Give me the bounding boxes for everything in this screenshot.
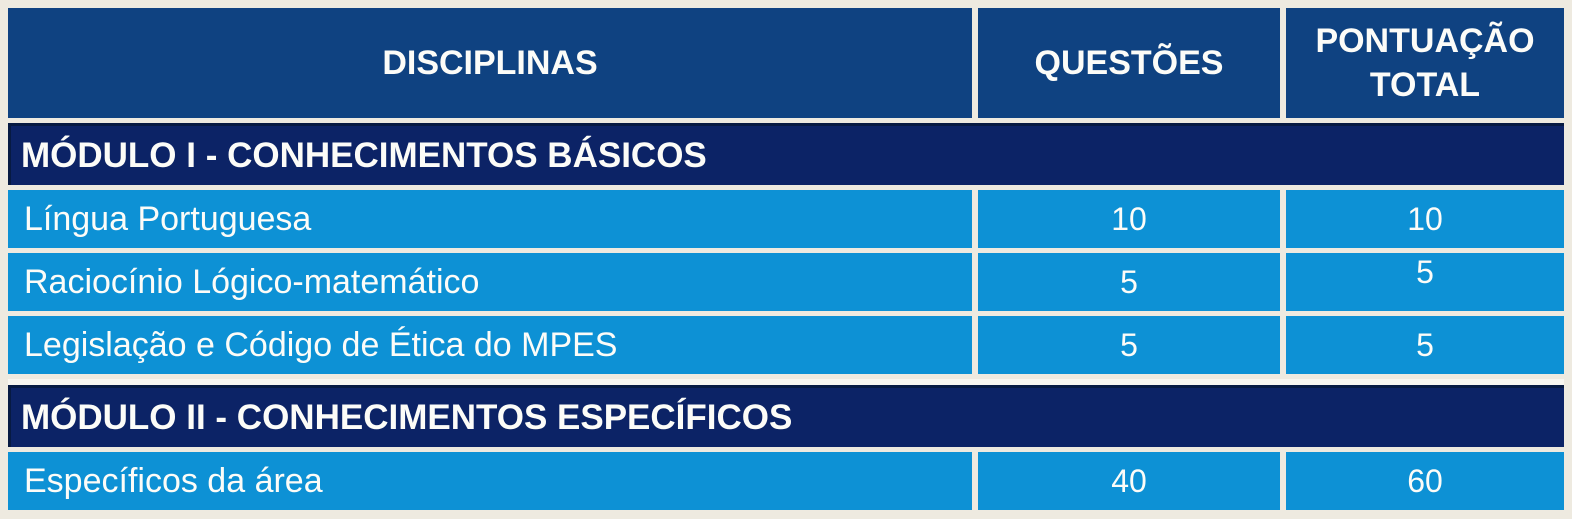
- cell-questoes: 5: [978, 316, 1280, 374]
- cell-questoes: 10: [978, 190, 1280, 248]
- table-row-raciocinio-logico: Raciocínio Lógico-matemático 5 5: [8, 253, 1564, 311]
- column-header-questoes: QUESTÕES: [978, 8, 1280, 118]
- table-row-legislacao-etica: Legislação e Código de Ética do MPES 5 5: [8, 316, 1564, 374]
- section-header-modulo-1: MÓDULO I - CONHECIMENTOS BÁSICOS: [8, 123, 1564, 185]
- cell-pontuacao: 5: [1286, 316, 1564, 374]
- table-row-lingua-portuguesa: Língua Portuguesa 10 10: [8, 190, 1564, 248]
- section-title: MÓDULO II - CONHECIMENTOS ESPECÍFICOS: [8, 385, 1564, 447]
- cell-disciplina: Língua Portuguesa: [8, 190, 972, 248]
- column-header-pontuacao-total: PONTUAÇÃO TOTAL: [1286, 8, 1564, 118]
- section-header-modulo-2: MÓDULO II - CONHECIMENTOS ESPECÍFICOS: [8, 379, 1564, 447]
- cell-disciplina: Específicos da área: [8, 452, 972, 510]
- cell-disciplina: Legislação e Código de Ética do MPES: [8, 316, 972, 374]
- cell-pontuacao: 5: [1286, 253, 1564, 311]
- cell-pontuacao: 60: [1286, 452, 1564, 510]
- table-row-especificos-area: Específicos da área 40 60: [8, 452, 1564, 510]
- cell-pontuacao: 10: [1286, 190, 1564, 248]
- cell-questoes: 5: [978, 253, 1280, 311]
- section-title: MÓDULO I - CONHECIMENTOS BÁSICOS: [8, 123, 1564, 185]
- cell-questoes: 40: [978, 452, 1280, 510]
- column-header-disciplinas: DISCIPLINAS: [8, 8, 972, 118]
- cell-disciplina: Raciocínio Lógico-matemático: [8, 253, 972, 311]
- table-header-row: DISCIPLINAS QUESTÕES PONTUAÇÃO TOTAL: [8, 8, 1564, 118]
